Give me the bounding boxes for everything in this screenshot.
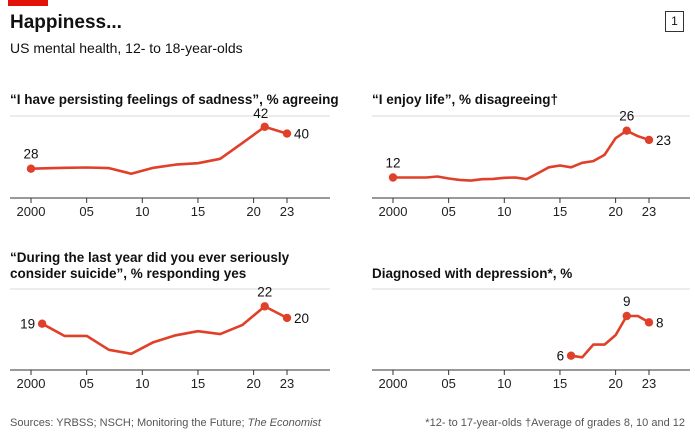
panel-2-data-point <box>388 173 398 182</box>
panel-2-x-tick-label: 2000 <box>379 204 408 219</box>
panel-4-x-tick-label: 10 <box>497 376 511 391</box>
source-publication: The Economist <box>247 417 321 429</box>
panel-3-x-tick-label: 23 <box>280 376 294 391</box>
panel-4-data-label: 9 <box>623 294 631 309</box>
panel-1-data-label: 42 <box>253 106 268 121</box>
panel-2-data-label: 26 <box>619 109 634 124</box>
panel-3-data-point <box>37 319 47 328</box>
panel-3-title-line-2: consider suicide”, % responding yes <box>10 266 246 281</box>
panel-3-x-tick-label: 10 <box>135 376 149 391</box>
chart-subtitle: US mental health, 12- to 18-year-olds <box>10 40 243 56</box>
panel-1-data-point <box>26 164 36 173</box>
panel-2-x-tick-label: 05 <box>441 204 455 219</box>
panel-3-title-line-1: “During the last year did you ever serio… <box>10 250 290 265</box>
panel-2-x-tick-label: 10 <box>497 204 511 219</box>
brand-tag <box>8 0 48 6</box>
source-list: Sources: YRBSS; NSCH; Monitoring the Fut… <box>10 417 248 429</box>
panel-4-x-tick-label: 15 <box>553 376 567 391</box>
footnotes: *12- to 17-year-olds †Average of grades … <box>425 417 685 429</box>
panel-1-x-tick-label: 05 <box>79 204 93 219</box>
panel-4-data-point <box>644 318 654 327</box>
panel-2-x-tick-label: 23 <box>642 204 656 219</box>
panel-3-data-point <box>260 302 269 311</box>
panel-2-data-point <box>644 135 654 145</box>
panel-3-x-tick-label: 2000 <box>17 376 46 391</box>
panel-1-x-tick-label: 15 <box>191 204 205 219</box>
panel-2-x-tick-label: 15 <box>553 204 567 219</box>
panel-2-data-label: 23 <box>656 133 671 148</box>
panel-1-series-line <box>29 125 289 175</box>
panel-3-data-point <box>282 313 292 323</box>
panel-4-data-label: 8 <box>656 315 664 330</box>
panel-1-data-label: 40 <box>294 127 309 142</box>
panel-2-data-label: 12 <box>385 156 400 171</box>
panel-2-x-tick-label: 20 <box>608 204 622 219</box>
panel-4-x-tick-label: 20 <box>608 376 622 391</box>
panel-3-series-line <box>40 305 289 356</box>
panel-1-x-tick-label: 20 <box>246 204 260 219</box>
panel-4-series-line <box>569 314 651 359</box>
panel-4-x-tick-label: 2000 <box>379 376 408 391</box>
panel-1-data-point <box>282 129 292 138</box>
source-note: Sources: YRBSS; NSCH; Monitoring the Fut… <box>10 417 321 429</box>
panel-4-data-label: 6 <box>557 349 565 364</box>
panel-2-series-line <box>391 129 651 182</box>
panel-1-data-label: 28 <box>23 147 38 162</box>
panel-3-x-tick-label: 20 <box>246 376 260 391</box>
panel-1-x-tick-label: 2000 <box>17 204 46 219</box>
panel-1-title-line-1: “I have persisting feelings of sadness”,… <box>10 92 339 107</box>
panel-4-data-point <box>566 351 576 360</box>
panel-3-data-label: 20 <box>294 311 309 326</box>
panel-3-data-label: 22 <box>257 284 272 299</box>
panel-4-data-point <box>622 311 631 321</box>
panel-3-data-label: 19 <box>20 317 35 332</box>
panel-2-data-point <box>622 126 631 135</box>
panel-4-x-tick-label: 23 <box>642 376 656 391</box>
panel-3-x-tick-label: 15 <box>191 376 205 391</box>
panel-4-x-tick-label: 05 <box>441 376 455 391</box>
chart-title: Happiness... <box>10 12 122 33</box>
panel-2-title-line-1: “I enjoy life”, % disagreeing† <box>372 92 558 107</box>
figure-number: 1 <box>665 11 684 32</box>
panel-4-title-line-1: Diagnosed with depression*, % <box>372 266 572 281</box>
panel-1-x-tick-label: 23 <box>280 204 294 219</box>
panel-1-data-point <box>260 122 269 132</box>
panel-3-x-tick-label: 05 <box>79 376 93 391</box>
panel-1-x-tick-label: 10 <box>135 204 149 219</box>
